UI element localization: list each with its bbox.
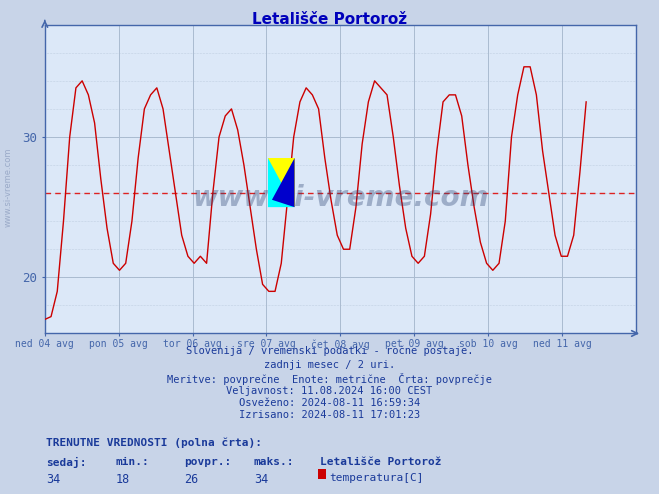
Text: www.si-vreme.com: www.si-vreme.com [192,184,488,211]
Text: 18: 18 [115,473,130,486]
Text: maks.:: maks.: [254,457,294,467]
Text: 34: 34 [254,473,268,486]
Polygon shape [268,158,295,207]
Text: www.si-vreme.com: www.si-vreme.com [3,148,13,227]
Text: Veljavnost: 11.08.2024 16:00 CEST: Veljavnost: 11.08.2024 16:00 CEST [227,386,432,396]
Text: Meritve: povprečne  Enote: metrične  Črta: povprečje: Meritve: povprečne Enote: metrične Črta:… [167,373,492,385]
Text: Slovenija / vremenski podatki - ročne postaje.: Slovenija / vremenski podatki - ročne po… [186,346,473,356]
Polygon shape [268,158,295,207]
Text: TRENUTNE VREDNOSTI (polna črta):: TRENUTNE VREDNOSTI (polna črta): [46,437,262,448]
Text: sedaj:: sedaj: [46,457,86,468]
Polygon shape [272,158,295,207]
Text: 26: 26 [185,473,199,486]
Text: povpr.:: povpr.: [185,457,232,467]
Text: zadnji mesec / 2 uri.: zadnji mesec / 2 uri. [264,360,395,370]
Text: 34: 34 [46,473,61,486]
Text: Letališče Portorož: Letališče Portorož [252,12,407,27]
Text: Osveženo: 2024-08-11 16:59:34: Osveženo: 2024-08-11 16:59:34 [239,398,420,408]
Text: temperatura[C]: temperatura[C] [330,473,424,483]
Text: min.:: min.: [115,457,149,467]
Text: Letališče Portorož: Letališče Portorož [320,457,441,467]
Text: Izrisano: 2024-08-11 17:01:23: Izrisano: 2024-08-11 17:01:23 [239,410,420,420]
